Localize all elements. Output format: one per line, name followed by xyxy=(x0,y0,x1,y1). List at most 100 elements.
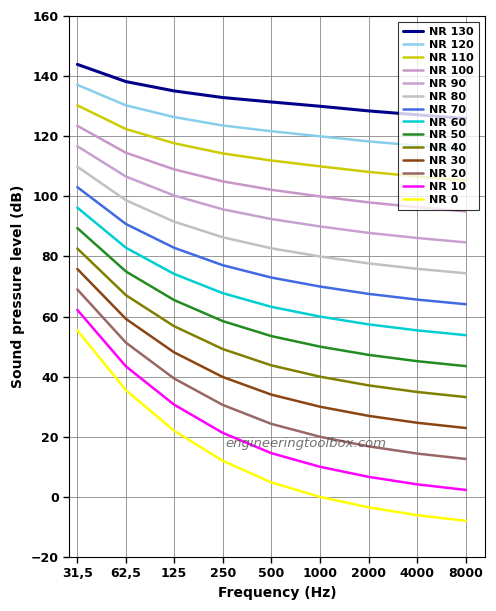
NR 60 xyxy=(414,327,420,334)
NR 40 xyxy=(317,373,323,380)
NR 50 xyxy=(268,332,274,340)
NR 70 xyxy=(414,296,420,303)
NR 70 xyxy=(366,290,372,298)
Line: NR 10: NR 10 xyxy=(77,310,466,490)
NR 0 xyxy=(414,511,420,519)
NR 110 xyxy=(463,177,469,184)
NR 100 xyxy=(171,166,177,173)
NR 30 xyxy=(171,349,177,356)
NR 90 xyxy=(268,215,274,222)
Line: NR 100: NR 100 xyxy=(77,126,466,211)
NR 110 xyxy=(123,125,129,133)
NR 70 xyxy=(74,183,80,191)
NR 0 xyxy=(463,517,469,524)
NR 60 xyxy=(317,313,323,320)
NR 60 xyxy=(220,290,226,297)
NR 50 xyxy=(74,224,80,232)
NR 20 xyxy=(171,375,177,382)
NR 130 xyxy=(317,103,323,110)
NR 110 xyxy=(366,168,372,175)
Line: NR 120: NR 120 xyxy=(77,85,466,150)
NR 90 xyxy=(220,206,226,213)
NR 80 xyxy=(268,244,274,252)
NR 50 xyxy=(414,357,420,365)
NR 130 xyxy=(366,108,372,115)
NR 130 xyxy=(220,94,226,101)
NR 130 xyxy=(463,115,469,122)
NR 80 xyxy=(220,233,226,241)
NR 10 xyxy=(317,463,323,470)
NR 90 xyxy=(317,223,323,230)
NR 60 xyxy=(123,244,129,251)
NR 0 xyxy=(171,427,177,434)
NR 60 xyxy=(463,332,469,339)
NR 50 xyxy=(317,343,323,350)
NR 90 xyxy=(463,239,469,246)
NR 120 xyxy=(74,81,80,89)
NR 130 xyxy=(74,60,80,68)
NR 50 xyxy=(463,362,469,370)
Line: NR 110: NR 110 xyxy=(77,105,466,180)
NR 110 xyxy=(74,101,80,109)
NR 120 xyxy=(317,133,323,140)
NR 120 xyxy=(268,128,274,135)
NR 30 xyxy=(123,315,129,323)
NR 30 xyxy=(74,265,80,273)
NR 80 xyxy=(317,253,323,260)
NR 90 xyxy=(366,229,372,236)
NR 30 xyxy=(317,403,323,411)
NR 120 xyxy=(414,142,420,149)
NR 120 xyxy=(123,101,129,109)
NR 80 xyxy=(74,163,80,170)
NR 100 xyxy=(414,203,420,211)
NR 120 xyxy=(366,137,372,145)
NR 70 xyxy=(171,244,177,251)
NR 30 xyxy=(268,391,274,398)
NR 120 xyxy=(463,146,469,153)
NR 120 xyxy=(171,114,177,121)
NR 100 xyxy=(463,208,469,215)
Line: NR 80: NR 80 xyxy=(77,167,466,273)
NR 0 xyxy=(268,479,274,486)
NR 110 xyxy=(220,150,226,157)
NR 130 xyxy=(171,87,177,95)
NR 110 xyxy=(414,173,420,180)
NR 90 xyxy=(414,235,420,242)
NR 70 xyxy=(123,221,129,228)
NR 50 xyxy=(171,296,177,304)
NR 40 xyxy=(74,245,80,252)
NR 20 xyxy=(123,339,129,346)
NR 110 xyxy=(268,157,274,164)
NR 110 xyxy=(171,139,177,147)
NR 10 xyxy=(366,473,372,480)
NR 130 xyxy=(123,78,129,86)
NR 20 xyxy=(74,286,80,293)
NR 30 xyxy=(366,412,372,420)
NR 10 xyxy=(463,486,469,494)
NR 20 xyxy=(463,455,469,463)
NR 20 xyxy=(414,450,420,457)
NR 80 xyxy=(123,197,129,204)
NR 60 xyxy=(74,204,80,211)
NR 100 xyxy=(123,149,129,156)
NR 90 xyxy=(74,142,80,150)
NR 50 xyxy=(220,317,226,324)
NR 70 xyxy=(463,301,469,308)
NR 30 xyxy=(414,419,420,426)
Line: NR 90: NR 90 xyxy=(77,146,466,243)
Line: NR 30: NR 30 xyxy=(77,269,466,428)
NR 10 xyxy=(74,306,80,313)
Line: NR 60: NR 60 xyxy=(77,208,466,335)
Line: NR 70: NR 70 xyxy=(77,187,466,304)
NR 60 xyxy=(268,303,274,310)
NR 80 xyxy=(366,260,372,267)
NR 70 xyxy=(317,283,323,290)
NR 20 xyxy=(220,401,226,409)
NR 50 xyxy=(123,268,129,275)
NR 40 xyxy=(414,389,420,396)
Line: NR 0: NR 0 xyxy=(77,331,466,521)
NR 40 xyxy=(171,323,177,330)
NR 0 xyxy=(123,387,129,394)
Text: engineeringtoolbox.com: engineeringtoolbox.com xyxy=(226,437,386,450)
NR 10 xyxy=(414,481,420,488)
